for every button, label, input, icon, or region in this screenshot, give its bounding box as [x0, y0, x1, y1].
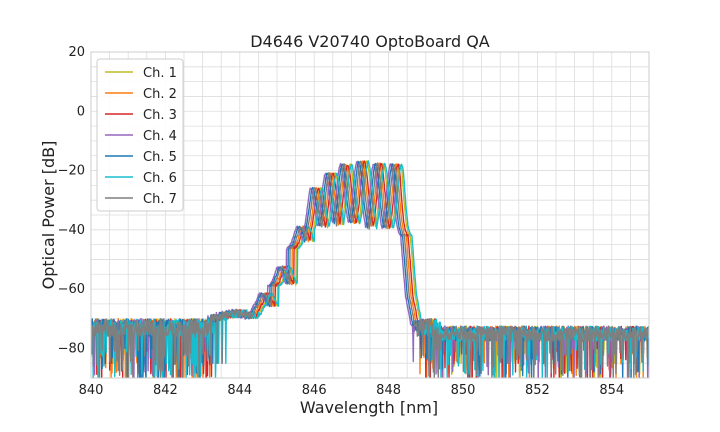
series-layer [91, 160, 649, 378]
x-tick-label: 848 [376, 383, 401, 398]
y-tick-label: −20 [58, 164, 85, 179]
legend-box [96, 58, 184, 212]
tick-labels: 840 842 844 846 848 850 852 854 20 0 −20 −40 −60 −80 [58, 45, 625, 398]
x-tick-label: 844 [227, 383, 252, 398]
x-tick-label: 850 [451, 383, 476, 398]
series-line-ch-7 [91, 160, 649, 378]
legend-label: Ch. 1 [143, 66, 177, 81]
legend-label: Ch. 3 [143, 108, 177, 123]
legend-label: Ch. 2 [143, 87, 177, 102]
y-tick-label: 20 [68, 45, 85, 60]
y-tick-label: −60 [58, 282, 85, 297]
x-tick-label: 846 [302, 383, 327, 398]
legend-label: Ch. 7 [143, 192, 177, 207]
legend: Ch. 1 Ch. 2 Ch. 3 Ch. 4 Ch. 5 Ch. 6 Ch. 7 [96, 58, 184, 212]
y-tick-label: 0 [77, 104, 85, 119]
legend-label: Ch. 6 [143, 171, 177, 186]
x-tick-label: 842 [153, 383, 178, 398]
y-tick-label: −40 [58, 223, 85, 238]
y-axis-label: Optical Power [dB] [39, 141, 58, 290]
legend-label: Ch. 5 [143, 150, 177, 165]
x-tick-label: 852 [525, 383, 550, 398]
x-axis-label: Wavelength [nm] [300, 398, 438, 417]
x-tick-label: 840 [79, 383, 104, 398]
x-tick-label: 854 [599, 383, 624, 398]
plot-frame [90, 51, 650, 379]
legend-label: Ch. 4 [143, 129, 177, 144]
chart-title: D4646 V20740 OptoBoard QA [250, 32, 490, 51]
y-tick-label: −80 [58, 341, 85, 356]
